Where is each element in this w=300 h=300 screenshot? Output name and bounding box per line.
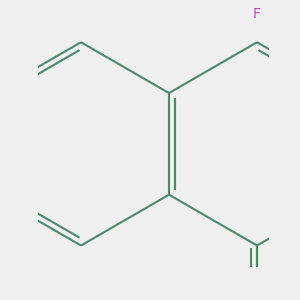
Text: F: F bbox=[253, 7, 261, 21]
